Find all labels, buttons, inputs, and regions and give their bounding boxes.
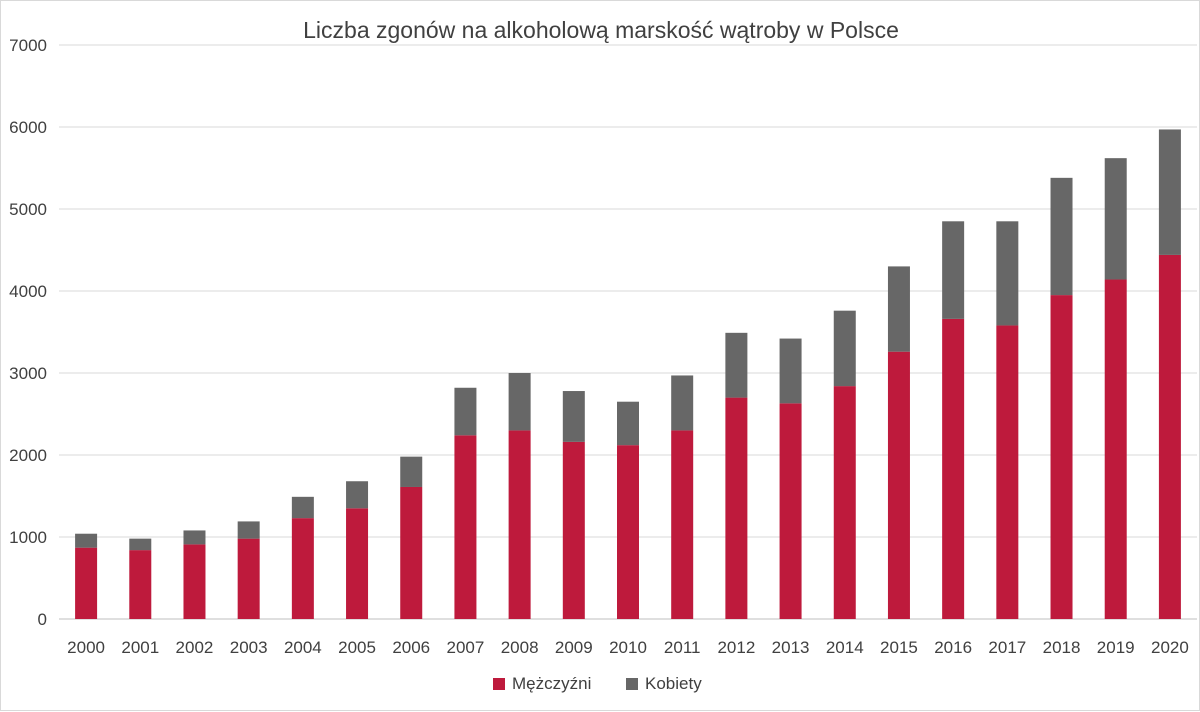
y-axis: 0 1000 2000 3000 4000 5000 6000 7000 [9,36,47,629]
bar-segment-kobiety-2008 [508,373,531,431]
bar-segment-kobiety-2016 [942,221,965,319]
x-axis: 2000 2001 2002 2003 2004 2005 2006 2007 2008 2009… [67,638,1189,657]
bar-segment-kobiety-2009 [562,391,585,442]
x-tick-label: 2007 [447,638,485,657]
x-tick-label: 2000 [67,638,105,657]
bar-segment-mezczyzni-2001 [129,550,152,619]
bar-segment-kobiety-2002 [183,530,206,545]
bar-segment-kobiety-2014 [833,310,856,387]
legend-swatch-mezczyzni [493,678,505,690]
bar-segment-mezczyzni-2016 [942,318,965,619]
x-tick-label: 2001 [121,638,159,657]
bar-segment-mezczyzni-2007 [454,435,477,619]
y-tick-label: 2000 [9,446,47,465]
x-tick-label: 2005 [338,638,376,657]
x-tick-label: 2009 [555,638,593,657]
x-tick-label: 2017 [988,638,1026,657]
y-tick-label: 1000 [9,528,47,547]
legend-label-kobiety: Kobiety [645,674,702,693]
x-tick-label: 2003 [230,638,268,657]
bar-segment-mezczyzni-2006 [400,486,423,619]
legend: Mężczyźni Kobiety [493,674,702,693]
bar-segment-mezczyzni-2014 [833,386,856,619]
y-tick-label: 0 [38,610,47,629]
bar-segment-kobiety-2000 [75,533,98,548]
bar-segment-kobiety-2013 [779,338,802,404]
bar-segment-kobiety-2001 [129,538,152,551]
bar-segment-mezczyzni-2012 [725,397,748,619]
bar-segment-kobiety-2019 [1104,158,1127,280]
bar-segment-mezczyzni-2020 [1158,254,1181,620]
bar-segment-kobiety-2015 [887,266,910,352]
bar-segment-kobiety-2018 [1050,177,1073,296]
bar-segment-mezczyzni-2018 [1050,295,1073,619]
bar-segment-mezczyzni-2010 [617,445,639,619]
bars [75,129,1181,620]
x-tick-label: 2018 [1043,638,1081,657]
bar-segment-kobiety-2006 [400,456,423,487]
x-tick-label: 2006 [392,638,430,657]
x-tick-label: 2020 [1151,638,1189,657]
y-tick-label: 4000 [9,282,47,301]
bar-segment-mezczyzni-2005 [346,508,369,619]
x-tick-label: 2008 [501,638,539,657]
legend-swatch-kobiety [626,678,638,690]
bar-segment-mezczyzni-2011 [671,430,694,619]
x-tick-label: 2016 [934,638,972,657]
x-tick-label: 2011 [664,638,701,657]
x-tick-label: 2010 [609,638,647,657]
x-tick-label: 2004 [284,638,322,657]
bar-segment-mezczyzni-2000 [75,547,98,619]
bar-segment-mezczyzni-2015 [887,351,910,619]
bar-segment-mezczyzni-2017 [996,325,1019,619]
bar-segment-mezczyzni-2008 [508,430,531,619]
y-tick-label: 7000 [9,36,47,55]
legend-label-mezczyzni: Mężczyźni [512,674,591,693]
bar-segment-kobiety-2007 [454,387,477,436]
y-tick-label: 3000 [9,364,47,383]
bar-segment-mezczyzni-2019 [1104,279,1127,619]
chart-title: Liczba zgonów na alkoholową marskość wąt… [303,17,899,43]
bar-segment-kobiety-2003 [237,521,260,539]
bar-segment-mezczyzni-2003 [237,538,260,619]
bar-segment-kobiety-2011 [671,375,694,431]
bar-segment-mezczyzni-2004 [291,518,314,619]
bar-segment-kobiety-2010 [617,401,639,446]
bar-segment-kobiety-2004 [291,496,314,519]
bar-segment-mezczyzni-2009 [562,441,585,619]
bar-segment-kobiety-2017 [996,221,1019,326]
bar-segment-kobiety-2005 [346,481,369,509]
x-tick-label: 2012 [717,638,755,657]
y-tick-label: 5000 [9,200,47,219]
x-tick-label: 2015 [880,638,918,657]
x-tick-label: 2013 [772,638,810,657]
x-tick-label: 2019 [1097,638,1135,657]
bar-segment-kobiety-2020 [1158,129,1181,255]
bar-segment-mezczyzni-2013 [779,403,802,619]
x-tick-label: 2002 [176,638,214,657]
bar-segment-mezczyzni-2002 [183,544,206,619]
x-tick-label: 2014 [826,638,864,657]
y-tick-label: 6000 [9,118,47,137]
bar-segment-kobiety-2012 [725,332,748,398]
